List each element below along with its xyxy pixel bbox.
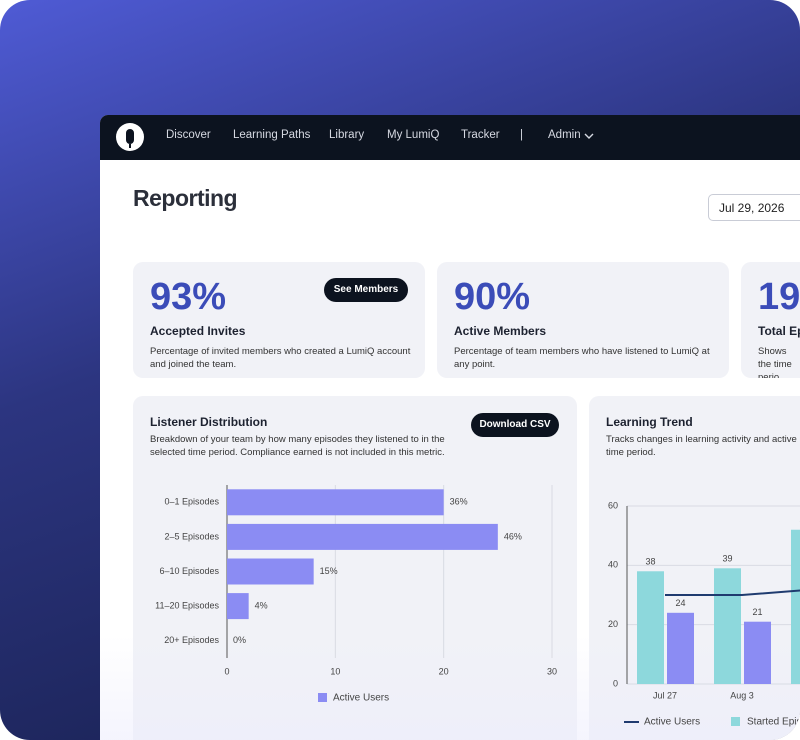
chart-title: Learning Trend — [606, 415, 693, 429]
bar — [227, 489, 444, 516]
subtitle-line: Tracks changes in learning activity and … — [606, 434, 800, 445]
bar — [227, 558, 314, 585]
date-picker[interactable]: Jul 29, 2026 — [708, 194, 800, 221]
x-tick-label: 20 — [439, 666, 449, 676]
stat-card: 19 Total Ep Shows the time perio — [741, 262, 800, 378]
data-label: 0% — [233, 635, 246, 645]
stat-description: Percentage of invited members who create… — [150, 346, 411, 370]
subtitle-line: time period. — [606, 446, 656, 458]
data-label: 36% — [450, 497, 468, 507]
legend-swatch — [731, 717, 740, 726]
stat-description: Percentage of team members who have list… — [454, 346, 710, 370]
data-label: 39 — [722, 554, 732, 564]
download-csv-button[interactable]: Download CSV — [471, 413, 559, 437]
stat-value: 19 — [758, 276, 800, 318]
data-label: 38 — [645, 557, 655, 567]
bar — [791, 529, 800, 684]
y-tick-label: 11–20 Episodes — [155, 600, 219, 610]
stat-value: 90% — [454, 276, 531, 318]
data-label: 21 — [752, 607, 762, 617]
see-members-button[interactable]: See Members — [324, 278, 408, 302]
bar — [744, 621, 771, 684]
legend-swatch — [318, 693, 327, 702]
nav-link[interactable]: My LumiQ — [387, 129, 440, 141]
y-tick-label: 20 — [608, 619, 618, 629]
legend-label: Active Users — [333, 693, 389, 704]
x-tick-label: 10 — [330, 666, 340, 676]
y-tick-label: 0 — [613, 678, 618, 688]
y-tick-label: 0–1 Episodes — [164, 497, 219, 507]
x-tick-label: Aug 3 — [730, 690, 754, 700]
nav-link[interactable]: Admin — [548, 129, 581, 141]
data-label: 24 — [675, 598, 685, 608]
logo[interactable] — [116, 123, 144, 151]
x-tick-label: Jul 27 — [653, 690, 677, 700]
data-label: 4% — [255, 600, 268, 610]
chart-subtitle: Breakdown of your team by how many episo… — [150, 434, 445, 458]
line — [665, 589, 800, 596]
y-tick-label: 6–10 Episodes — [159, 566, 219, 576]
nav-link[interactable]: Discover — [166, 129, 211, 141]
stat-card: 93% Accepted Invites Percentage of invit… — [133, 262, 425, 378]
nav-link[interactable]: Tracker — [461, 129, 500, 141]
data-label: 15% — [320, 566, 338, 576]
nav-link[interactable]: Learning Paths — [233, 129, 311, 141]
bar — [714, 568, 741, 684]
chevron — [584, 133, 594, 139]
stat-label: Total Ep — [758, 324, 800, 338]
legend-label: Started Epis — [747, 717, 800, 728]
bar — [227, 523, 498, 550]
bar — [667, 612, 694, 684]
y-tick-label: 60 — [608, 500, 618, 510]
bar — [637, 571, 664, 684]
page-title: Reporting — [133, 185, 238, 211]
legend-label: Active Users — [644, 717, 700, 728]
nav-bar: Discover Learning Paths Library My LumiQ… — [100, 115, 800, 160]
y-tick-label: 2–5 Episodes — [164, 531, 219, 541]
chart-title: Listener Distribution — [150, 415, 268, 429]
x-tick-label: 0 — [224, 666, 229, 676]
data-label: 46% — [504, 531, 522, 541]
stat-value: 93% — [150, 276, 227, 318]
y-tick-label: 20+ Episodes — [164, 635, 219, 645]
chart-subtitle: Tracks changes in learning activity and … — [606, 434, 800, 459]
nav-link[interactable]: Library — [329, 129, 365, 141]
bar — [227, 593, 249, 620]
logo-icon — [126, 129, 134, 148]
nav-separator: | — [520, 129, 523, 141]
stat-label: Active Members — [454, 324, 547, 338]
stat-description: Shows the time perio — [758, 346, 792, 378]
stat-label: Accepted Invites — [150, 324, 246, 338]
stat-card: 90% Active Members Percentage of team me… — [437, 262, 729, 378]
x-tick-label: 30 — [547, 666, 557, 676]
app-window: Discover Learning Paths Library My LumiQ… — [100, 115, 800, 740]
y-tick-label: 40 — [608, 560, 618, 570]
